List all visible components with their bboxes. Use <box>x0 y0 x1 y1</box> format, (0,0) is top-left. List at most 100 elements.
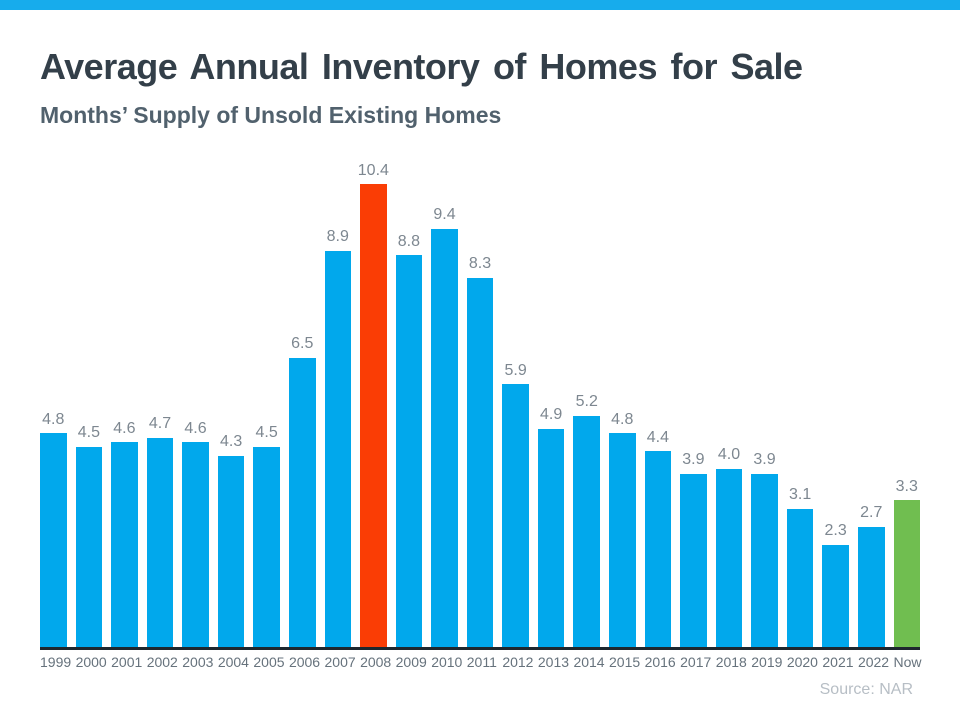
page-title: Average Annual Inventory of Homes for Sa… <box>40 46 803 87</box>
bar-value-label: 3.1 <box>788 486 812 504</box>
x-axis-label: 2017 <box>680 654 712 670</box>
bar-1999 <box>40 433 67 647</box>
bar-slot: 5.9 <box>502 362 529 647</box>
bar-slot: 4.3 <box>217 433 245 647</box>
x-axis-label: 2008 <box>360 654 392 670</box>
bar-value-label: 4.5 <box>77 424 100 442</box>
bar-slot: 8.8 <box>395 233 423 647</box>
x-axis-label: 2005 <box>253 654 285 670</box>
bar-value-label: 5.9 <box>504 361 527 379</box>
bar-value-label: 4.6 <box>113 419 136 437</box>
bar-2014 <box>573 415 600 647</box>
bar-slot: 9.4 <box>431 206 458 647</box>
bar-2001 <box>111 442 138 647</box>
x-axis-label: 2010 <box>431 654 463 670</box>
bar-value-label: 8.9 <box>326 228 349 246</box>
bar-2006 <box>288 357 316 647</box>
bar-2018 <box>715 469 743 647</box>
bar-slot: 4.0 <box>715 446 743 647</box>
x-axis-label: 2012 <box>502 654 534 670</box>
bar-2008 <box>360 184 387 647</box>
x-axis-label: 2007 <box>324 654 356 670</box>
bar-value-label: 4.5 <box>255 424 278 442</box>
bar-now <box>893 500 921 647</box>
bar-slot: 4.5 <box>75 424 103 647</box>
bar-2010 <box>431 228 458 647</box>
bar-value-label: 5.2 <box>575 393 598 411</box>
bar-slot: 4.8 <box>609 411 636 647</box>
bar-slot: 2.3 <box>822 522 849 647</box>
bar-value-label: 10.4 <box>357 161 389 179</box>
x-axis-label: 2006 <box>288 654 321 670</box>
bar-2000 <box>75 446 103 647</box>
x-axis-label: 2018 <box>715 654 747 670</box>
bar-slot: 3.9 <box>680 451 707 647</box>
bar-2011 <box>466 277 494 647</box>
x-axis-label: 2019 <box>751 654 783 670</box>
bar-2020 <box>786 509 814 647</box>
bar-slot: 4.8 <box>40 411 67 647</box>
bar-2021 <box>822 544 849 647</box>
bar-value-label: 3.9 <box>753 450 776 468</box>
bar-slot: 2.7 <box>857 504 885 647</box>
x-axis-label: 2013 <box>537 654 570 670</box>
bar-value-label: 2.7 <box>860 504 883 522</box>
bar-slot: 3.9 <box>751 451 778 647</box>
bar-slot: 4.4 <box>644 428 672 647</box>
bar-slot: 6.5 <box>288 335 316 647</box>
bar-value-label: 3.3 <box>895 477 918 495</box>
bar-2015 <box>609 433 636 647</box>
x-axis-label: 2022 <box>857 654 890 670</box>
bar-slot: 10.4 <box>357 161 389 647</box>
bar-2002 <box>146 437 174 647</box>
bar-slot: 8.9 <box>324 228 352 647</box>
x-axis-label: 2002 <box>146 654 178 670</box>
bar-slot: 3.1 <box>786 486 814 647</box>
x-axis-label: 2011 <box>466 654 497 670</box>
bar-slot: 4.6 <box>111 420 138 647</box>
x-axis-label: 2004 <box>217 654 249 670</box>
x-axis-label: 2003 <box>182 654 214 670</box>
bar-2013 <box>537 428 565 647</box>
x-axis-label: 2015 <box>609 654 641 670</box>
bar-value-label: 4.9 <box>540 406 563 424</box>
bar-2009 <box>395 255 423 647</box>
x-axis-label: Now <box>893 654 922 670</box>
bar-2019 <box>751 473 778 647</box>
bar-2005 <box>253 446 280 647</box>
source-note: Source: NAR <box>819 681 913 698</box>
x-axis-labels: 1999 2000 2001 2002 2003 2004 2005 2006 2007 2008… <box>40 654 922 670</box>
top-accent-strip <box>0 0 960 10</box>
bar-slot: 4.7 <box>146 415 174 647</box>
bar-2017 <box>680 473 707 647</box>
bar-2003 <box>182 442 209 647</box>
bar-value-label: 2.3 <box>824 522 847 540</box>
x-axis-label: 2000 <box>75 654 107 670</box>
bar-value-label: 6.5 <box>291 335 314 353</box>
x-axis-label: 2016 <box>644 654 676 670</box>
page-subtitle: Months’ Supply of Unsold Existing Homes <box>40 102 502 128</box>
x-axis-label: 2021 <box>822 654 854 670</box>
bar-value-label: 4.8 <box>611 410 634 428</box>
x-axis-label: 2020 <box>786 654 818 670</box>
bar-2016 <box>644 451 672 647</box>
bar-value-label: 4.0 <box>717 446 741 464</box>
x-axis-line <box>40 647 920 650</box>
x-axis-label: 2001 <box>111 654 143 670</box>
bar-value-label: 4.6 <box>184 419 207 437</box>
bar-2012 <box>502 384 529 647</box>
bar-slot: 3.3 <box>893 477 921 647</box>
bar-2007 <box>324 250 352 647</box>
bar-2022 <box>857 526 885 647</box>
bar-2004 <box>217 455 245 647</box>
bar-value-label: 9.4 <box>433 206 456 224</box>
bar-value-label: 3.9 <box>682 450 705 468</box>
bar-value-label: 4.3 <box>219 433 243 451</box>
bar-slot: 5.2 <box>573 393 600 647</box>
x-axis-label: 2014 <box>573 654 605 670</box>
bar-value-label: 4.4 <box>646 428 669 446</box>
x-axis-label: 1999 <box>40 654 72 670</box>
x-axis-label: 2009 <box>395 654 427 670</box>
bar-value-label: 8.3 <box>468 255 492 273</box>
bar-chart: 4.8 4.5 4.6 4.7 4.6 4.3 4.5 6.5 8.9 10.4 8.8 9.4 8.3… <box>40 160 921 647</box>
